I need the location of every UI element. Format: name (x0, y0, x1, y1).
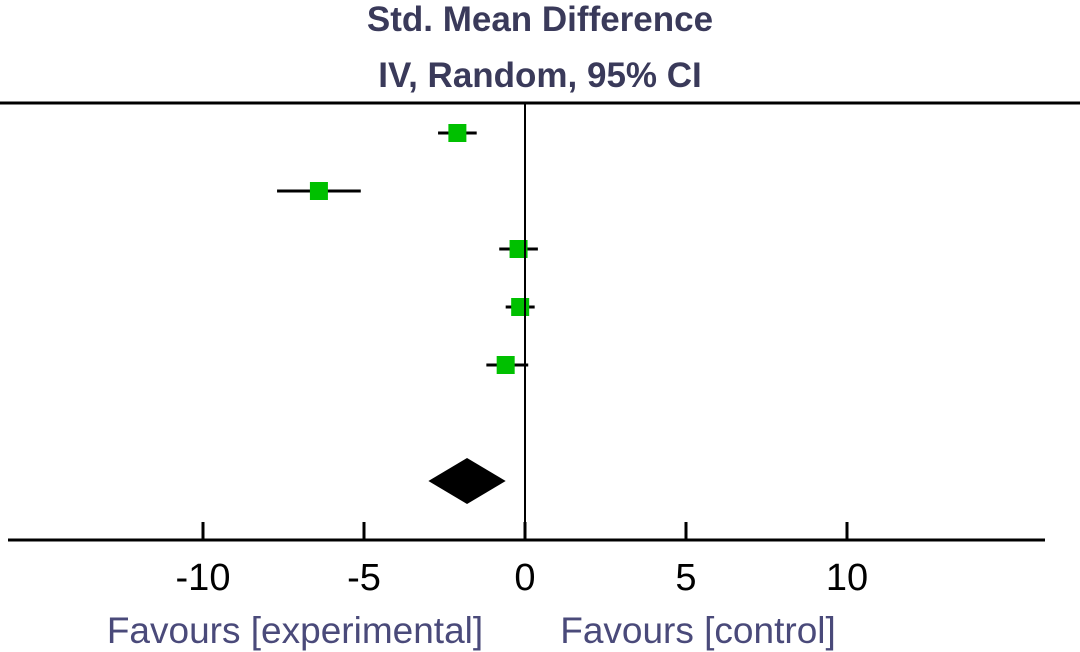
x-tick-label: 0 (514, 557, 535, 599)
study-marker (511, 298, 530, 316)
x-tick-label: -10 (176, 557, 231, 599)
study-rows (277, 124, 538, 374)
pooled-estimate (428, 458, 506, 504)
x-axis-ticks: -10 -5 0 5 10 (176, 522, 868, 599)
x-tick-label: -5 (347, 557, 381, 599)
study-marker (309, 182, 328, 200)
study-marker (509, 240, 528, 258)
x-tick-label: 5 (675, 557, 696, 599)
chart-subtitle: IV, Random, 95% CI (378, 56, 702, 95)
chart-title: Std. Mean Difference (366, 0, 714, 39)
study-marker (496, 356, 515, 374)
favours-experimental-label: Favours [experimental] (107, 610, 483, 651)
study-marker (448, 124, 467, 142)
x-tick-label: 10 (826, 557, 868, 599)
favours-control-label: Favours [control] (560, 610, 836, 651)
pooled-diamond (428, 458, 506, 504)
